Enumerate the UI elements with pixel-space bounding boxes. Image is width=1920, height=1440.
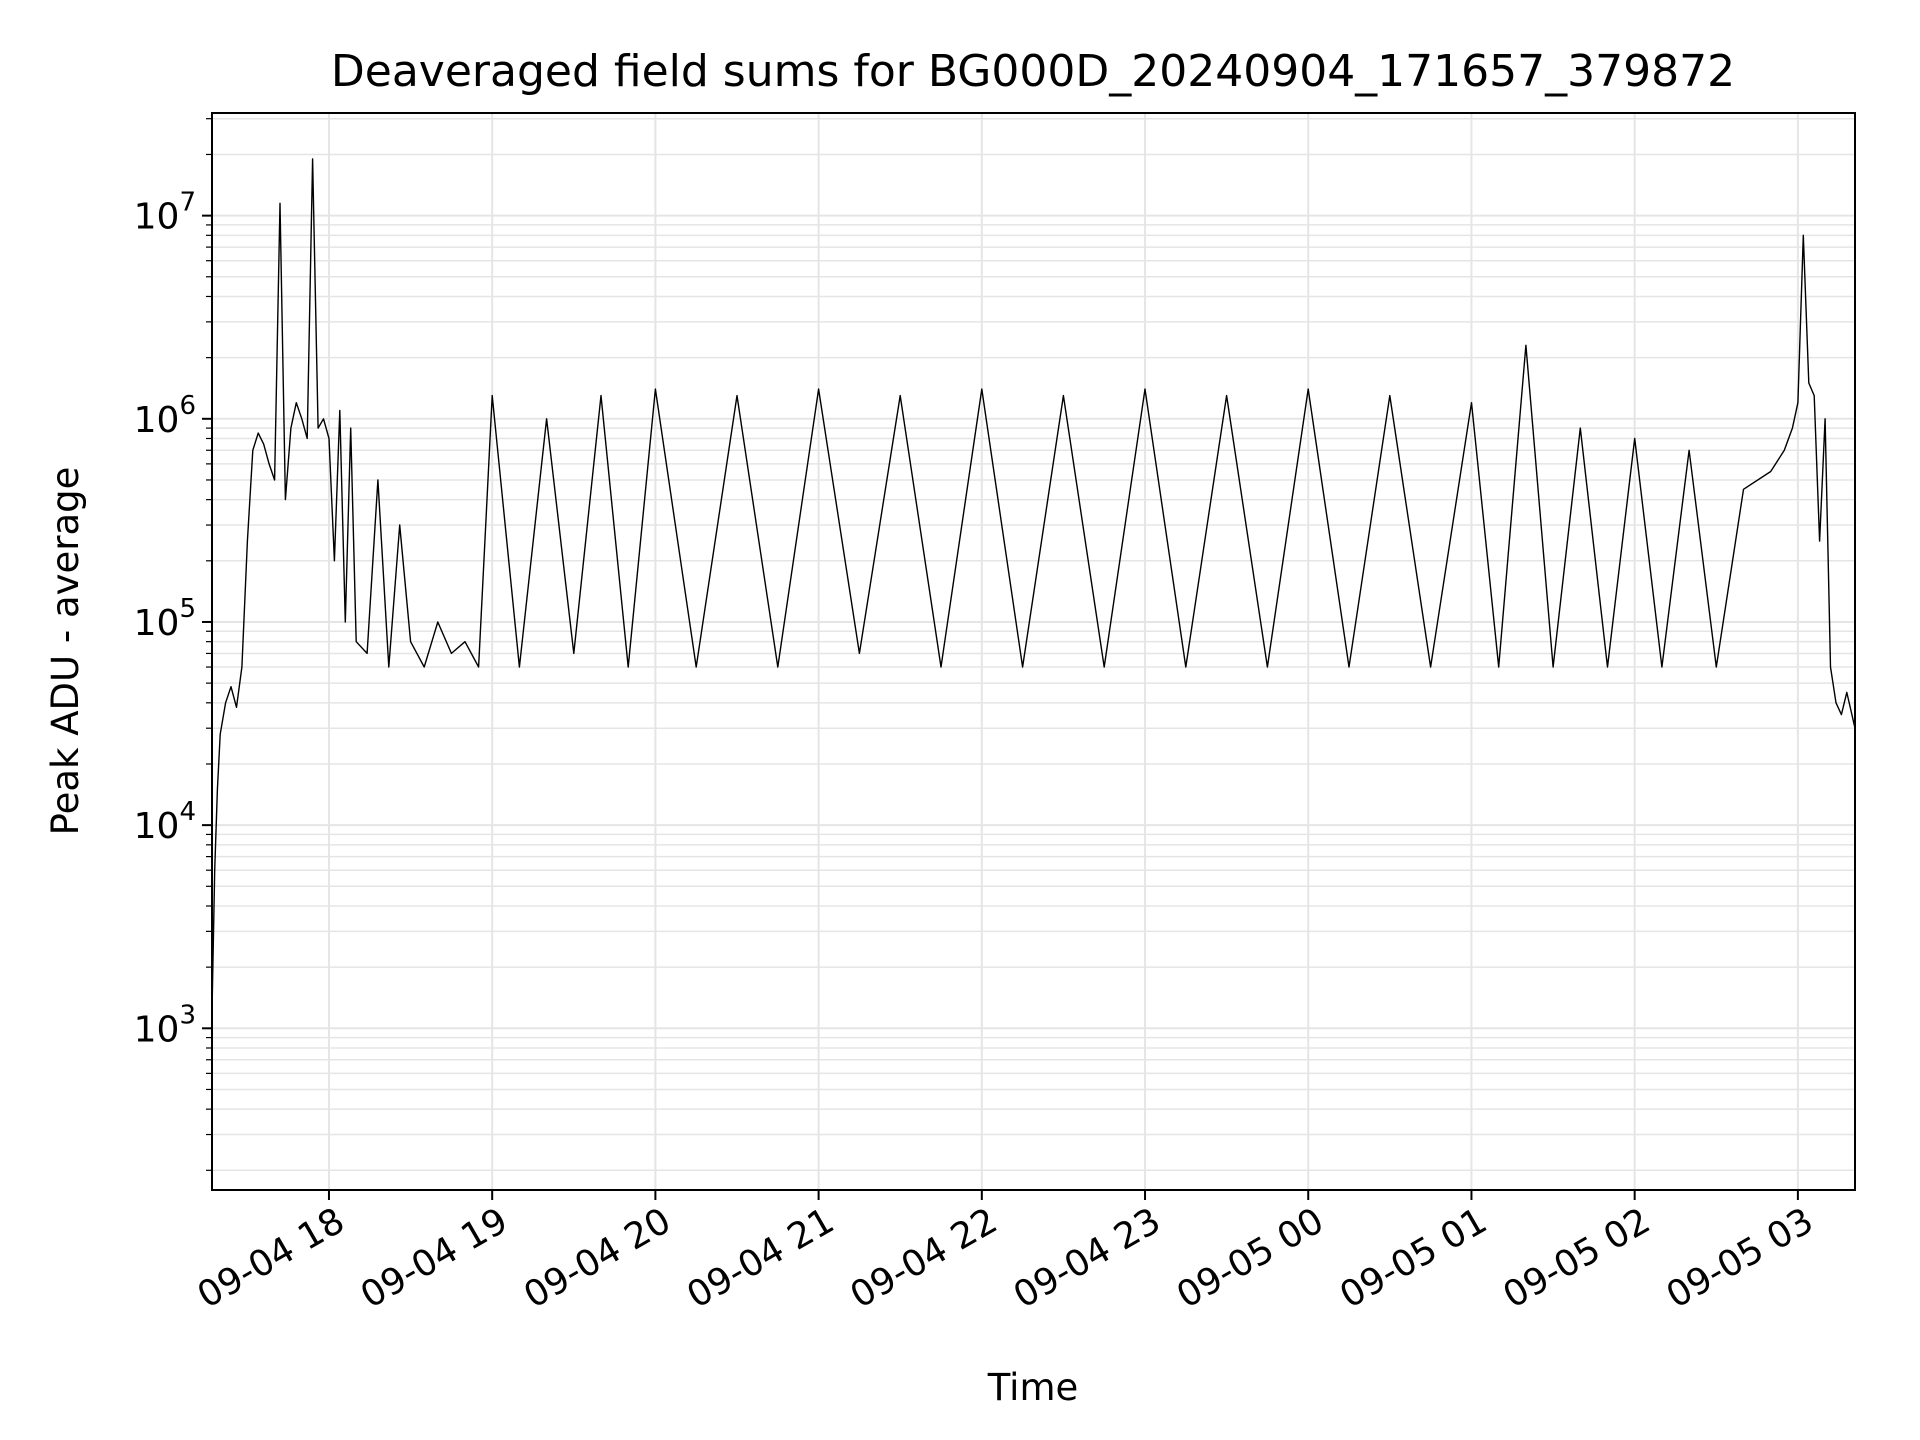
- y-axis-ticks: 103 104 105 106 107: [134, 118, 212, 1171]
- y-axis-label: Peak ADU - average: [44, 467, 87, 836]
- x-axis-label: Time: [987, 1366, 1079, 1409]
- y-tick-label: 103: [134, 1000, 196, 1050]
- chart-title: Deaveraged field sums for BG000D_2024090…: [331, 46, 1735, 97]
- plot-frame: [211, 112, 1856, 1191]
- series-layer: [211, 158, 1856, 1013]
- grid: [212, 113, 1855, 1190]
- y-tick-label: 106: [134, 391, 196, 441]
- y-tick-label: 107: [134, 188, 196, 238]
- y-tick-label: 105: [134, 594, 196, 644]
- series-line: [211, 158, 1856, 1013]
- y-tick-label: 104: [134, 797, 196, 847]
